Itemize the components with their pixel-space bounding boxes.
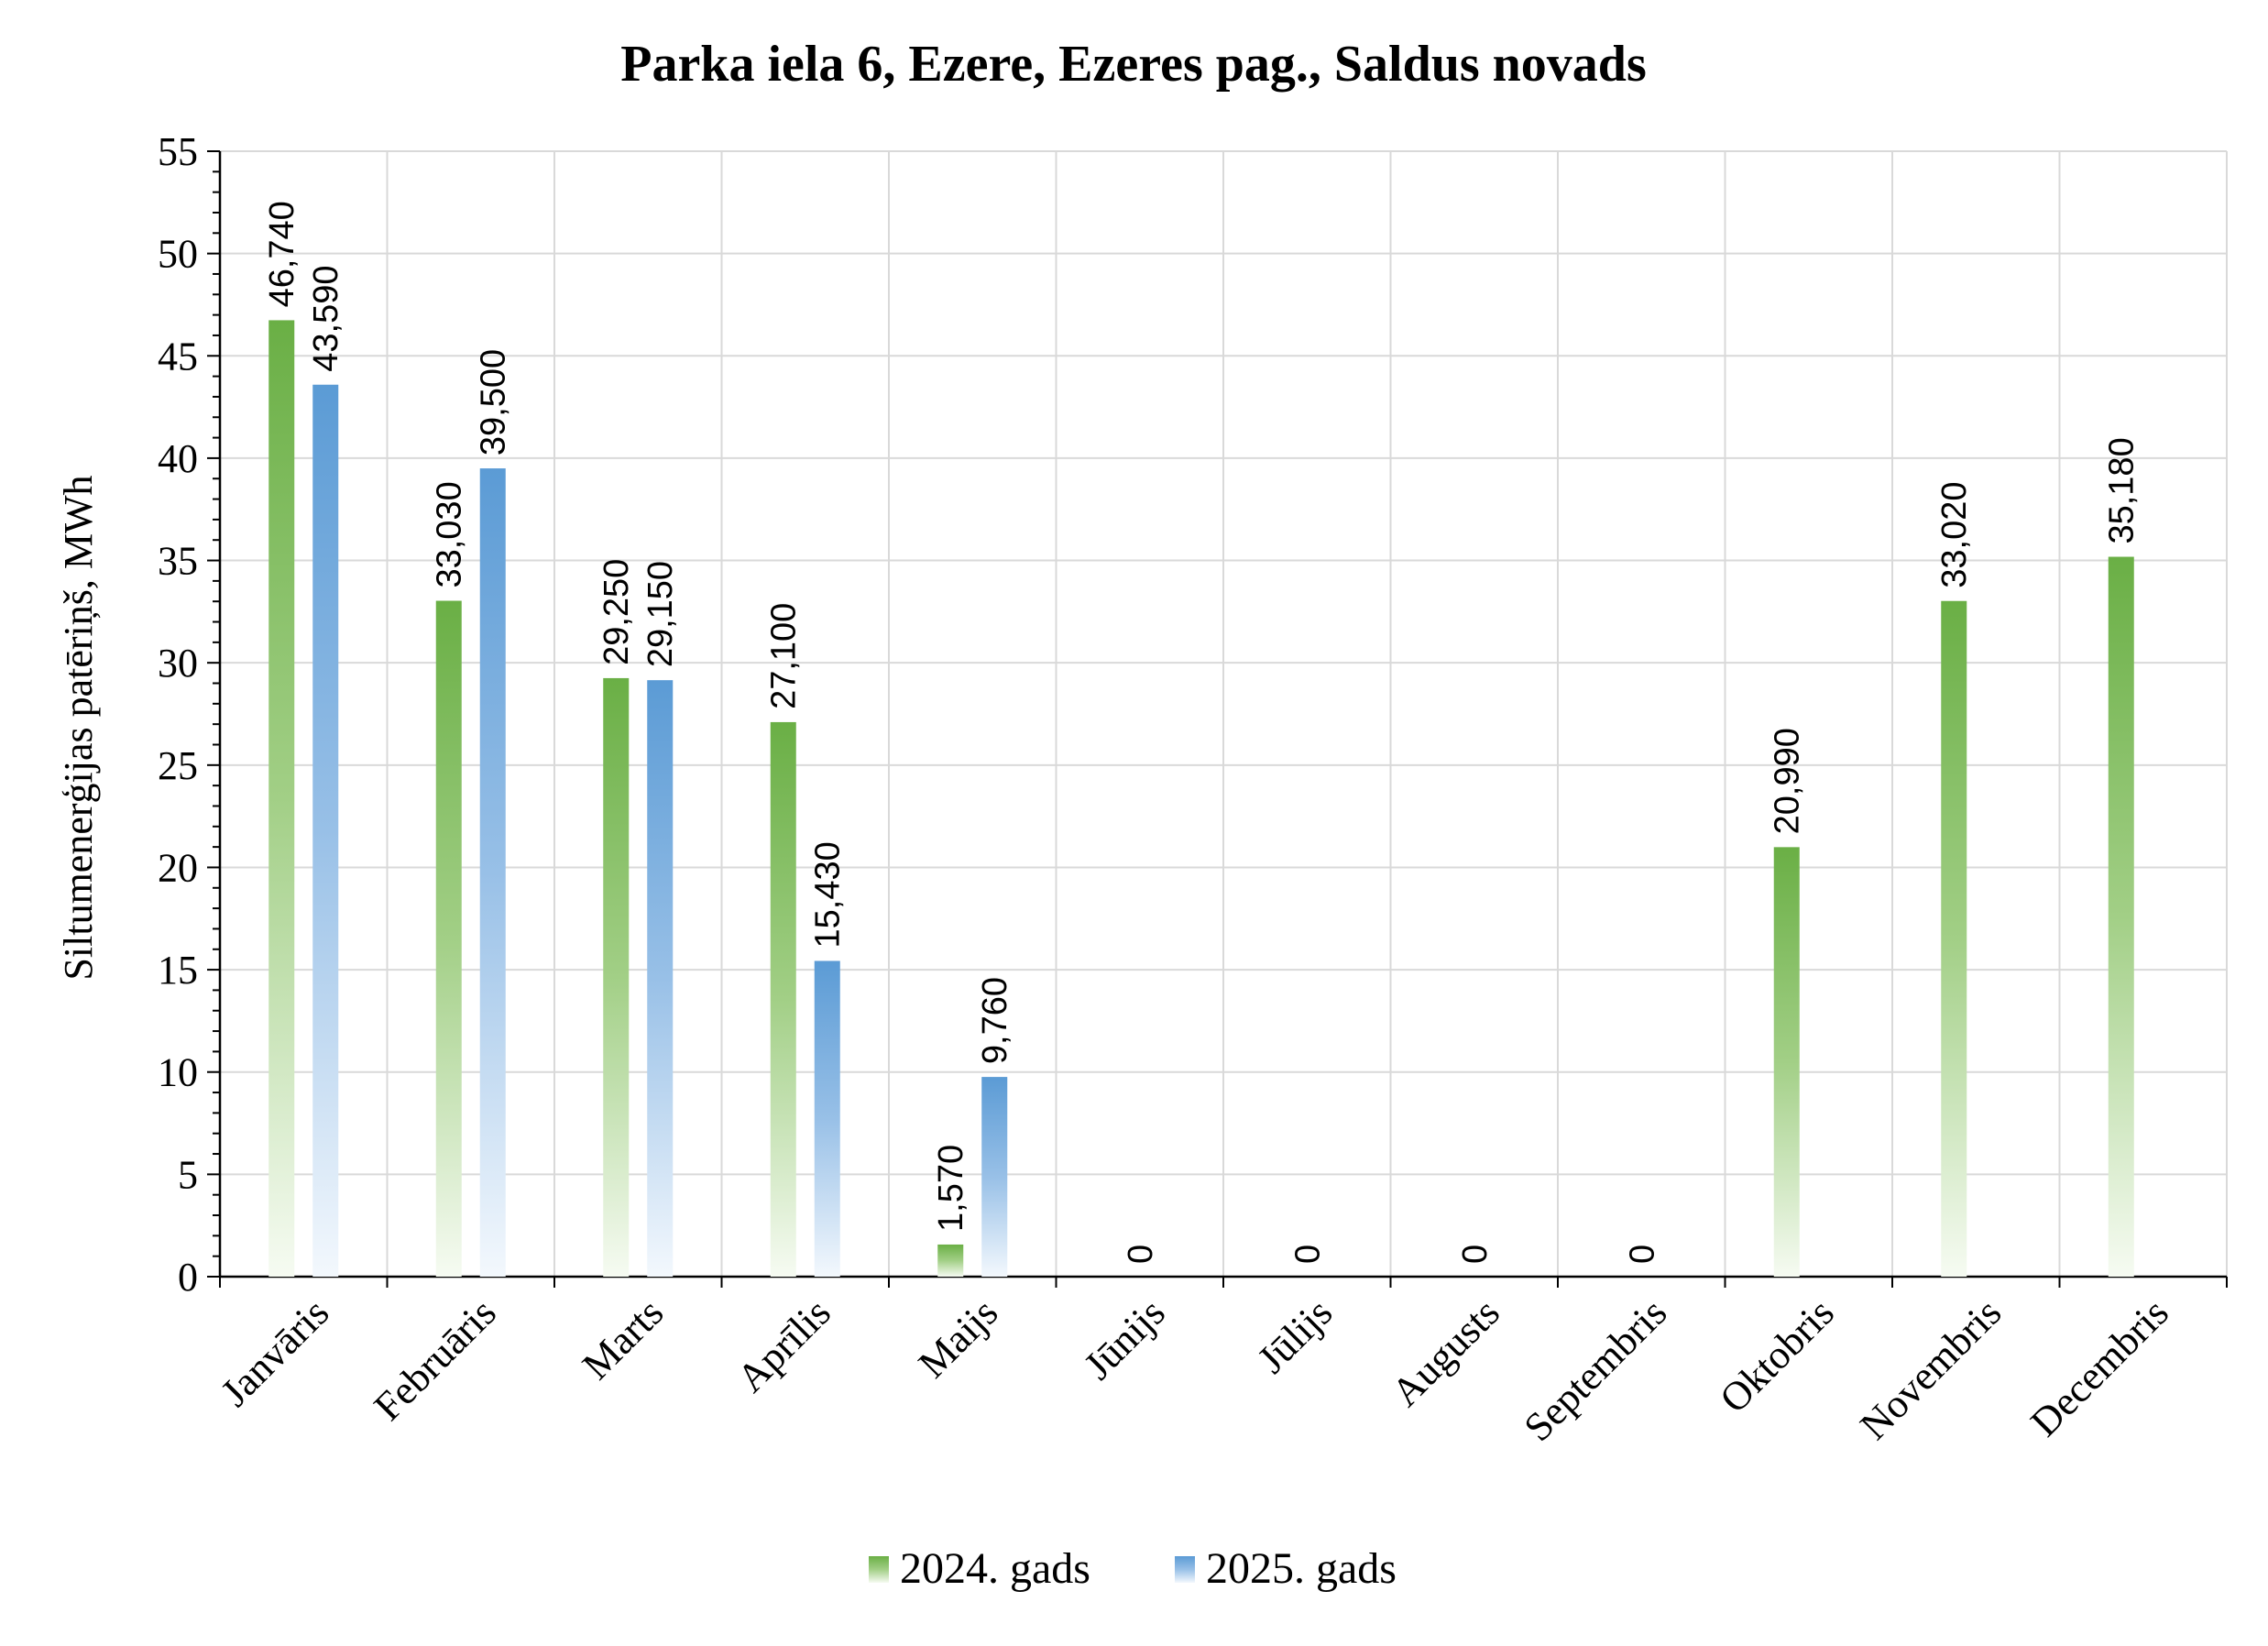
- x-tick-label: Janvāris: [213, 1289, 338, 1415]
- bar-series-1: [435, 600, 462, 1277]
- y-tick-label: 0: [178, 1255, 198, 1300]
- x-tick-label: Maijs: [910, 1289, 1007, 1387]
- data-label: 15,430: [809, 841, 848, 948]
- x-tick-label: Septembris: [1516, 1289, 1676, 1450]
- data-label: 39,500: [475, 349, 513, 455]
- bar-series-1: [2108, 556, 2134, 1277]
- bar-series-1: [1773, 847, 1800, 1277]
- bar-series-2: [312, 384, 339, 1278]
- y-tick-label: 55: [158, 129, 198, 174]
- data-label: 20,990: [1769, 728, 1807, 834]
- x-tick-label: Oktobris: [1711, 1289, 1843, 1421]
- bar-series-2: [814, 960, 840, 1277]
- bar-series-2: [647, 680, 674, 1277]
- y-tick-label: 45: [158, 334, 198, 379]
- data-label: 43,590: [307, 266, 345, 372]
- x-tick-label: Jūnijs: [1076, 1289, 1174, 1388]
- bars: [268, 320, 2134, 1278]
- data-label: 29,250: [597, 559, 636, 665]
- bar-series-1: [603, 677, 630, 1277]
- axes: 0 5 10 15 20 25 30 35 40 45 50 55 Janvāris Februāris M…: [158, 129, 2228, 1450]
- data-label: 1,570: [932, 1145, 970, 1232]
- legend: 2024. gads 2025. gads: [869, 1544, 1397, 1593]
- y-tick-label: 25: [158, 743, 198, 788]
- legend-label-1: 2024. gads: [900, 1544, 1090, 1593]
- bar-series-2: [981, 1077, 1008, 1277]
- x-tick-label: Decembris: [2021, 1289, 2176, 1444]
- y-tick-label: 50: [158, 232, 198, 277]
- data-label: 46,740: [263, 201, 301, 307]
- y-axis-label: Siltumenerģijas patēriņš, MWh: [56, 475, 101, 980]
- data-label: 33,030: [431, 481, 469, 587]
- y-tick-label: 15: [158, 948, 198, 993]
- data-label: 35,180: [2103, 437, 2142, 543]
- data-label: 9,760: [976, 977, 1014, 1064]
- x-tick-label: Marts: [574, 1289, 672, 1388]
- y-tick-label: 30: [158, 641, 198, 686]
- data-label: 0: [1623, 1245, 1661, 1264]
- bar-series-2: [479, 468, 506, 1277]
- data-label: 33,020: [1935, 482, 1974, 588]
- legend-swatch-1: [869, 1556, 889, 1583]
- data-label: 0: [1456, 1245, 1495, 1264]
- y-tick-label: 40: [158, 436, 198, 481]
- legend-label-2: 2025. gads: [1206, 1544, 1397, 1593]
- data-labels: 46,740 33,030 29,250 27,100 1,570 0 0 0 0 20,990 3…: [263, 201, 2142, 1264]
- y-tick-label: 20: [158, 845, 198, 890]
- data-label: 0: [1288, 1245, 1327, 1264]
- bar-series-1: [268, 320, 295, 1277]
- bar-series-1: [770, 721, 796, 1277]
- data-label: 27,100: [765, 603, 804, 709]
- bar-series-1: [937, 1244, 964, 1277]
- legend-swatch-2: [1175, 1556, 1195, 1583]
- y-tick-label: 10: [158, 1050, 198, 1095]
- x-tick-label: Augusts: [1383, 1289, 1508, 1415]
- x-tick-label: Novembris: [1851, 1289, 2010, 1448]
- gridlines: [220, 150, 2228, 1277]
- x-tick-label: Jūlijs: [1249, 1289, 1341, 1381]
- y-tick-label: 35: [158, 539, 198, 584]
- data-label: 29,150: [641, 561, 680, 667]
- data-label: 0: [1122, 1245, 1160, 1264]
- chart-title: Parka iela 6, Ezere, Ezeres pag., Saldus…: [620, 36, 1647, 93]
- x-tick-label: Aprīlis: [729, 1289, 839, 1400]
- y-tick-label: 5: [178, 1152, 198, 1197]
- bar-series-1: [1941, 600, 1967, 1277]
- x-tick-label: Februāris: [366, 1289, 505, 1429]
